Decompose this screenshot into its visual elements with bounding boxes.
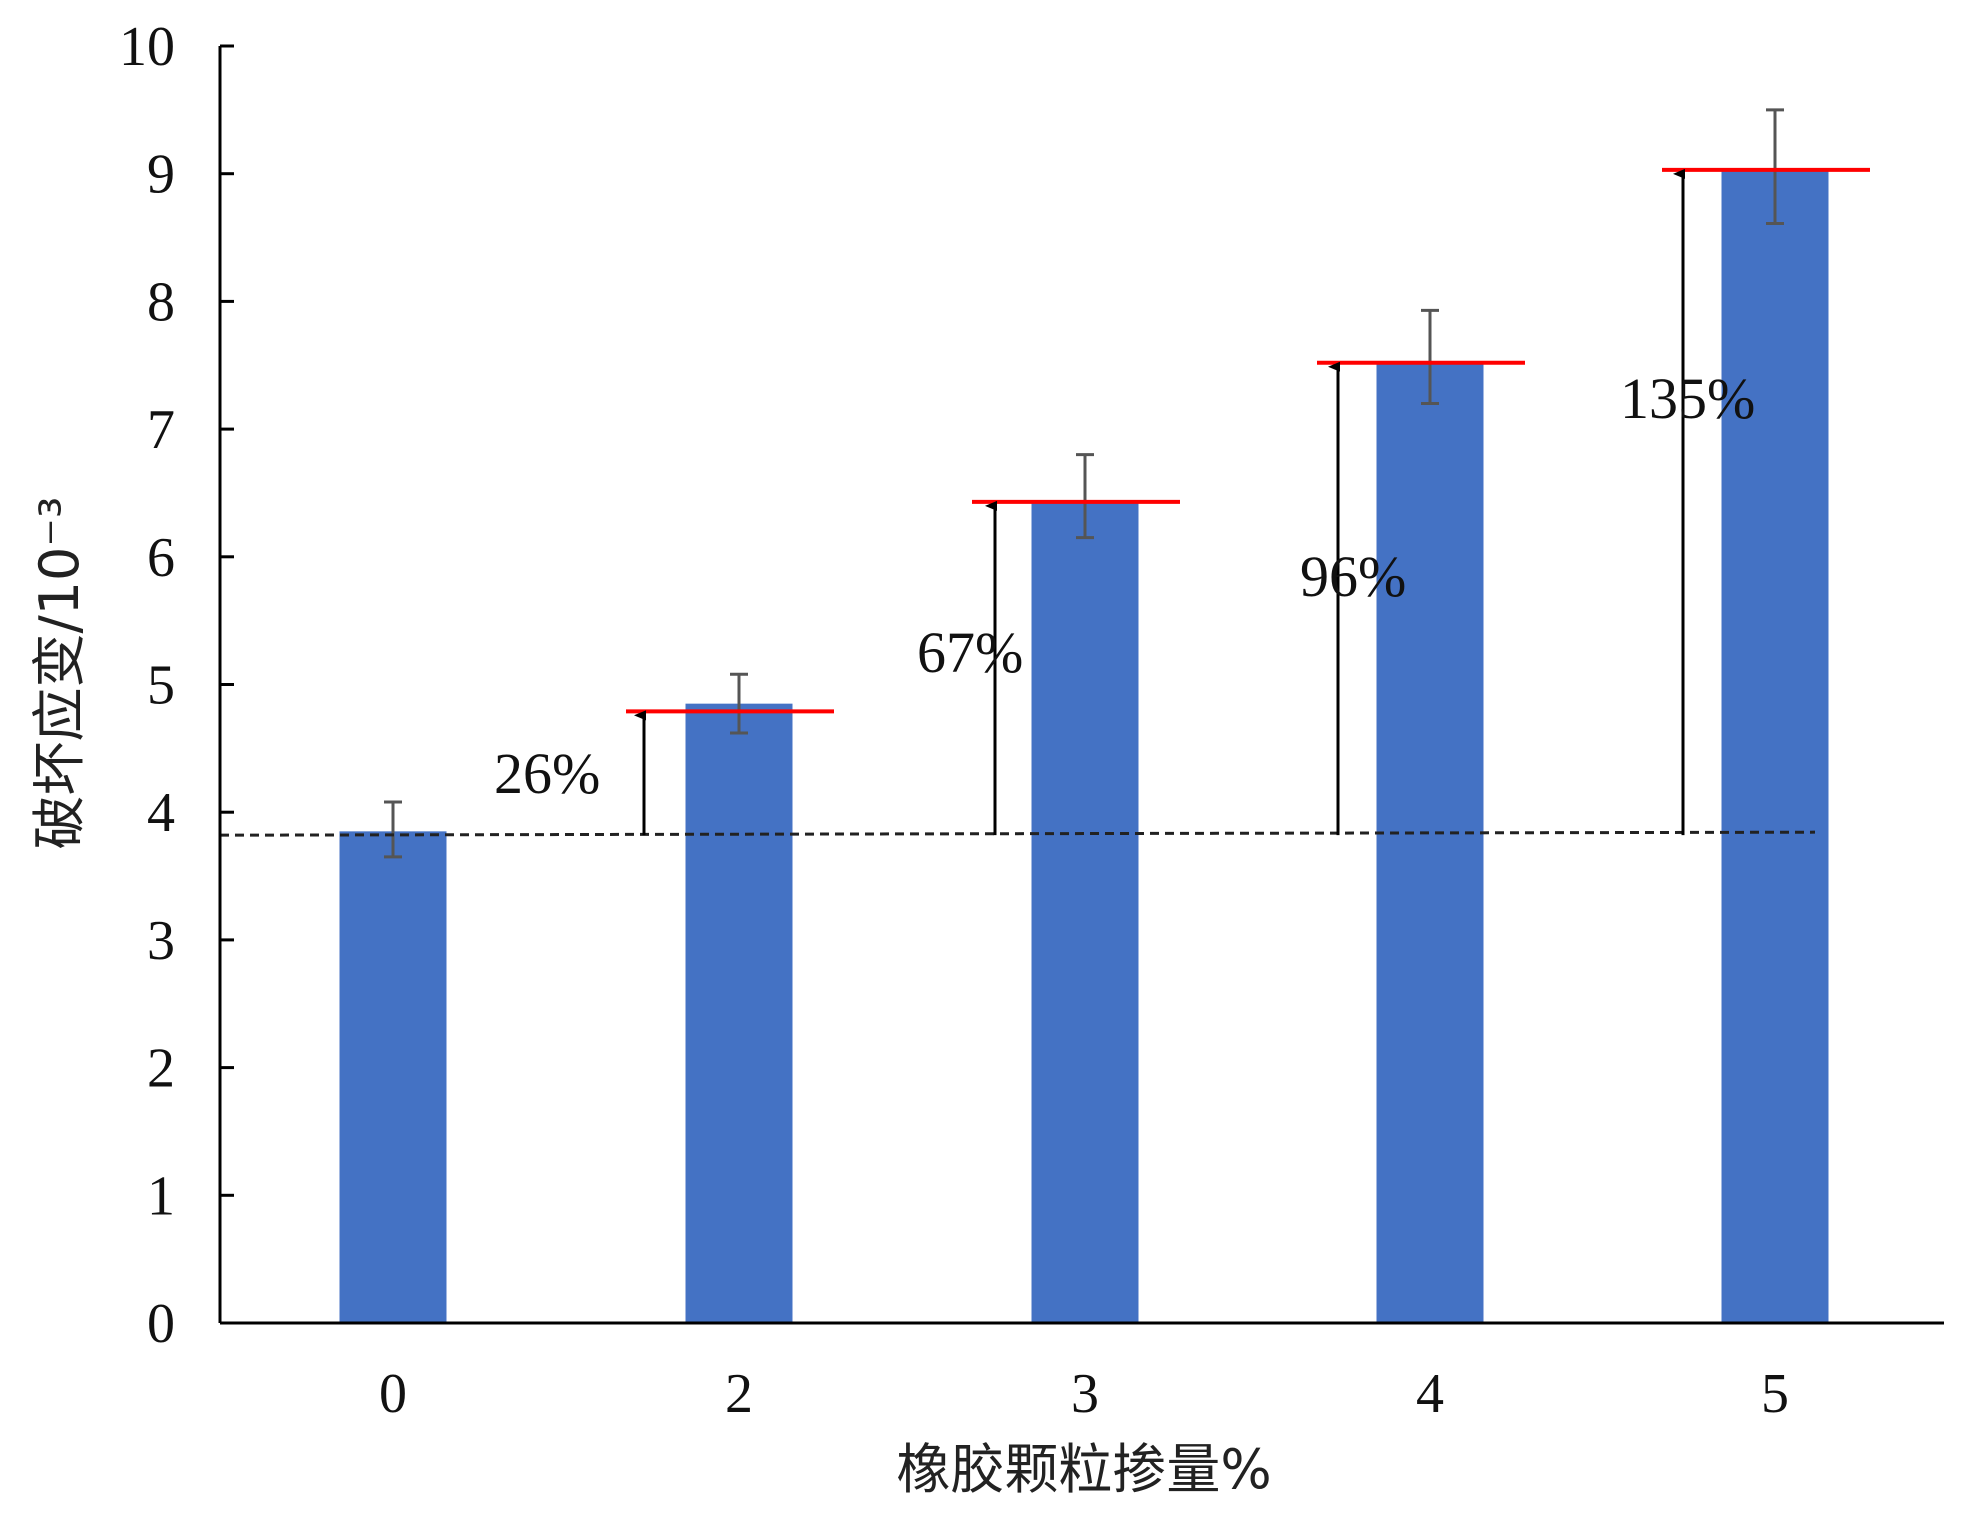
baseline-dashed xyxy=(219,830,1816,837)
increase-label-5: 135% xyxy=(1620,366,1755,431)
y-tick-label: 1 xyxy=(147,1165,175,1227)
y-tick-label: 0 xyxy=(147,1293,175,1355)
x-tick-label: 2 xyxy=(725,1363,753,1425)
red-cap-lines xyxy=(626,167,1870,714)
increase-arrows xyxy=(634,168,1685,836)
x-axis-title: 橡胶颗粒掺量% xyxy=(896,1438,1271,1501)
bar-2 xyxy=(685,703,793,1323)
bar-0 xyxy=(339,831,447,1323)
annotation-labels: 26% 67% 96% 135% xyxy=(494,366,1755,806)
baseline-layer xyxy=(219,830,1816,837)
y-tick-label: 2 xyxy=(147,1038,175,1100)
y-tick-label: 4 xyxy=(147,782,175,844)
x-tick-label: 0 xyxy=(379,1363,407,1425)
y-tick-label: 9 xyxy=(147,144,175,206)
bars xyxy=(339,169,1829,1323)
y-axis-ticks: 0 1 2 3 4 5 6 7 8 9 10 xyxy=(119,16,234,1355)
y-tick-label: 6 xyxy=(147,527,175,589)
y-tick-label: 7 xyxy=(147,399,175,461)
y-axis-title: 破坏应变/10⁻³ xyxy=(28,496,91,849)
bar-3 xyxy=(1031,501,1139,1323)
y-tick-label: 3 xyxy=(147,910,175,972)
x-axis-ticks: 0 2 3 4 5 xyxy=(379,1363,1789,1425)
axes xyxy=(218,46,1944,1325)
increase-label-2: 26% xyxy=(494,741,600,806)
y-tick-label: 10 xyxy=(119,16,175,78)
error-bars xyxy=(384,108,1784,859)
y-tick-label: 8 xyxy=(147,271,175,333)
bar-4 xyxy=(1376,362,1484,1323)
bar-5 xyxy=(1721,169,1829,1323)
x-tick-label: 3 xyxy=(1071,1363,1099,1425)
y-tick-label: 5 xyxy=(147,655,175,717)
x-tick-label: 5 xyxy=(1761,1363,1789,1425)
increase-label-4: 96% xyxy=(1300,544,1406,609)
increase-label-3: 67% xyxy=(917,620,1023,685)
x-tick-label: 4 xyxy=(1416,1363,1444,1425)
